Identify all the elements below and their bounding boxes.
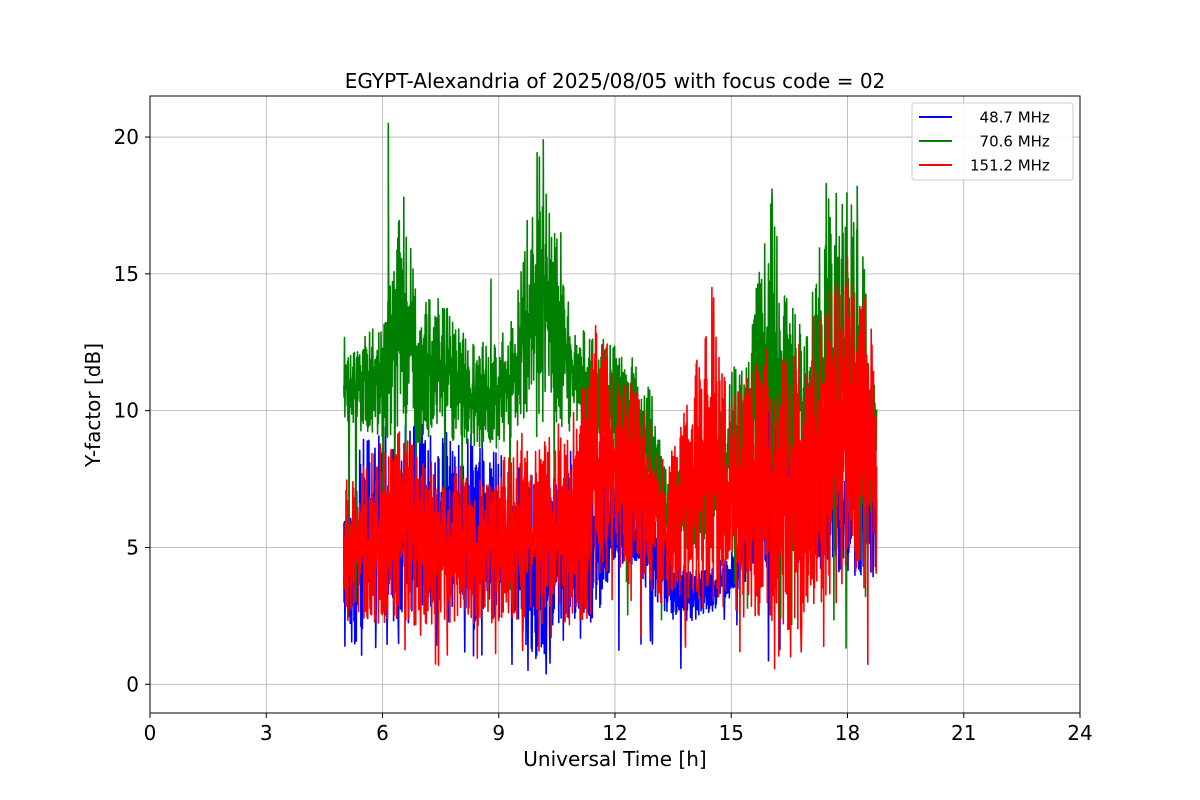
y-axis-label: Y-factor [dB] (81, 343, 105, 468)
plot-area (343, 122, 878, 675)
x-tick-label: 0 (144, 721, 157, 745)
y-tick-label: 0 (126, 672, 139, 696)
x-tick-label: 12 (602, 721, 627, 745)
x-axis: 0 3 6 9 12 15 18 21 24 (144, 713, 1093, 745)
x-axis-label: Universal Time [h] (523, 747, 706, 771)
x-tick-label: 9 (492, 721, 505, 745)
y-tick-label: 10 (114, 399, 139, 423)
x-tick-label: 3 (260, 721, 273, 745)
x-tick-label: 21 (951, 721, 976, 745)
y-tick-label: 20 (114, 125, 139, 149)
x-tick-label: 15 (719, 721, 744, 745)
legend-label: 70.6 MHz (970, 133, 1050, 151)
y-axis: 0 5 10 15 20 (114, 125, 150, 696)
x-tick-label: 6 (376, 721, 389, 745)
series-line-3 (343, 256, 878, 670)
legend-label: 151.2 MHz (970, 157, 1050, 175)
chart-title: EGYPT-Alexandria of 2025/08/05 with focu… (345, 69, 886, 93)
legend-label: 48.7 MHz (970, 109, 1050, 127)
legend: 48.7 MHz 70.6 MHz 151.2 MHz (911, 102, 1074, 181)
x-tick-label: 24 (1067, 721, 1092, 745)
legend-box (911, 102, 1074, 181)
y-tick-label: 15 (114, 262, 139, 286)
x-tick-label: 18 (835, 721, 860, 745)
y-tick-label: 5 (126, 535, 139, 559)
